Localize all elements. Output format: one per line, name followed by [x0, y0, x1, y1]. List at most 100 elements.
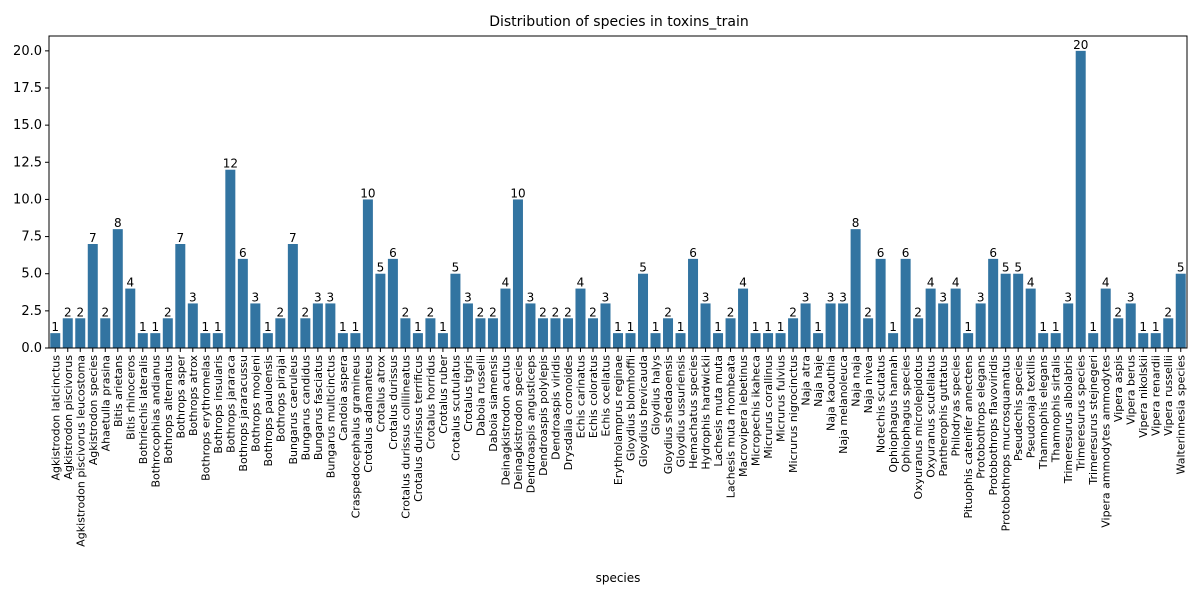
- bar-value-label: 3: [827, 290, 835, 304]
- x-tick-label: Vipera berus: [1125, 355, 1138, 425]
- bar: [537, 318, 548, 348]
- bar: [587, 318, 598, 348]
- bar-value-label: 3: [977, 290, 985, 304]
- bar-value-label: 1: [339, 320, 347, 334]
- plot-frame: [48, 35, 1188, 349]
- bar-value-label: 5: [377, 261, 385, 275]
- y-tick-label: 5.0: [21, 267, 42, 282]
- bar: [925, 288, 936, 348]
- bar-value-label: 1: [889, 320, 897, 334]
- bar: [300, 318, 311, 348]
- bar: [750, 333, 761, 348]
- bar: [1038, 333, 1049, 348]
- x-tick-label: Agkistrodon laticinctus: [49, 355, 62, 481]
- bar: [1063, 303, 1074, 348]
- bar: [1100, 288, 1111, 348]
- bar: [400, 318, 411, 348]
- x-tick-label: Dendroaspis polylepis: [537, 355, 550, 476]
- x-tick-label: Bungarus caeruleus: [287, 355, 300, 465]
- bar-value-label: 1: [201, 320, 209, 334]
- x-tick-label: Pituophis catenifer annectens: [962, 355, 975, 519]
- x-tick-label: Micropechis ikaheca: [750, 355, 763, 466]
- x-tick-label: Micrurus nigrocinctus: [787, 355, 800, 473]
- x-tick-label: Bothrops pirajai: [274, 355, 287, 442]
- bar-value-label: 1: [752, 320, 760, 334]
- bar-value-label: 1: [777, 320, 785, 334]
- bar-value-label: 2: [589, 305, 597, 319]
- x-tick-label: Ophiophagus hannah: [887, 355, 900, 473]
- x-tick-label: Hydrophis hardwickii: [700, 355, 713, 470]
- bar-value-label: 2: [1164, 305, 1172, 319]
- bar: [775, 333, 786, 348]
- bar: [487, 318, 498, 348]
- x-tick-label: Drysdalia coronoides: [562, 355, 575, 471]
- bar: [1175, 273, 1186, 348]
- bar: [525, 303, 536, 348]
- bar-value-label: 10: [360, 186, 375, 200]
- bar: [200, 333, 211, 348]
- x-tick-label: Walterinnesia species: [1175, 355, 1188, 475]
- bar-value-label: 6: [239, 246, 247, 260]
- x-tick-label: Thamnophis elegans: [1037, 355, 1050, 470]
- bar-value-label: 4: [739, 276, 747, 290]
- bar-value-label: 10: [510, 186, 525, 200]
- bar-value-label: 2: [727, 305, 735, 319]
- bar-value-label: 1: [414, 320, 422, 334]
- x-tick-label: Crotalus durissus collilineatus: [399, 355, 412, 519]
- bar: [312, 303, 323, 348]
- bar: [62, 318, 73, 348]
- bar: [337, 333, 348, 348]
- bar: [512, 199, 523, 348]
- x-tick-label: Agkistrodon species: [87, 355, 100, 466]
- x-tick-label: Crotalus durissus terrificus: [412, 355, 425, 502]
- x-tick-label: Vipera russellii: [1162, 355, 1175, 436]
- x-tick-label: Oxyuranus microlepidotus: [912, 355, 925, 500]
- bar-value-label: 3: [314, 290, 322, 304]
- bar: [913, 318, 924, 348]
- bar: [500, 288, 511, 348]
- bar-value-label: 2: [64, 305, 72, 319]
- x-tick-label: Bitis rhinoceros: [124, 355, 137, 440]
- bar-value-label: 2: [914, 305, 922, 319]
- bar: [688, 258, 699, 348]
- bar-value-label: 6: [902, 246, 910, 260]
- x-tick-label: Bothrops asper: [174, 355, 187, 439]
- x-tick-label: Protobothrops mucrosquamatus: [1000, 355, 1013, 532]
- x-tick-label: Dendroaspis angusticeps: [524, 355, 537, 494]
- bar: [612, 333, 624, 348]
- bar-value-label: 2: [101, 305, 109, 319]
- bar: [1125, 303, 1136, 348]
- x-tick-label: Trimeresurus species: [1075, 355, 1088, 472]
- x-tick-label: Hemachatus species: [687, 355, 700, 469]
- bar: [675, 333, 686, 348]
- bar-value-label: 2: [789, 305, 797, 319]
- x-tick-label: Daboia russelii: [474, 355, 487, 436]
- bar-value-label: 5: [1177, 261, 1185, 275]
- bar-value-label: 2: [427, 305, 435, 319]
- x-tick-label: Gloydius shedaoensis: [662, 355, 675, 475]
- bar-value-label: 2: [302, 305, 310, 319]
- x-tick-label: Daboia siamensis: [487, 355, 500, 452]
- bar-value-label: 7: [289, 231, 297, 245]
- bar: [875, 258, 886, 348]
- bar: [125, 288, 136, 348]
- bar-value-label: 1: [714, 320, 722, 334]
- bar-value-label: 1: [1052, 320, 1060, 334]
- bar: [387, 258, 398, 348]
- bar-value-label: 1: [1139, 320, 1147, 334]
- bar-value-label: 5: [452, 261, 460, 275]
- bar-value-label: 6: [989, 246, 997, 260]
- x-tick-label: Bungarus fasciatus: [312, 355, 325, 460]
- x-tick-label: Bothrops jararaca: [224, 355, 237, 453]
- bar: [1050, 333, 1061, 348]
- bar-value-label: 1: [352, 320, 360, 334]
- x-tick-label: Crotalus adamanteus: [362, 355, 375, 473]
- x-tick-label: Ophiophagus species: [900, 355, 913, 473]
- chart-title: Distribution of species in toxins_train: [489, 14, 749, 30]
- bar: [888, 333, 899, 348]
- x-tick-label: Pantherophis guttatus: [937, 355, 950, 477]
- bar: [262, 333, 273, 348]
- bar: [975, 303, 986, 348]
- bar: [250, 303, 261, 348]
- x-tick-label: Micrurus corallinus: [762, 355, 775, 459]
